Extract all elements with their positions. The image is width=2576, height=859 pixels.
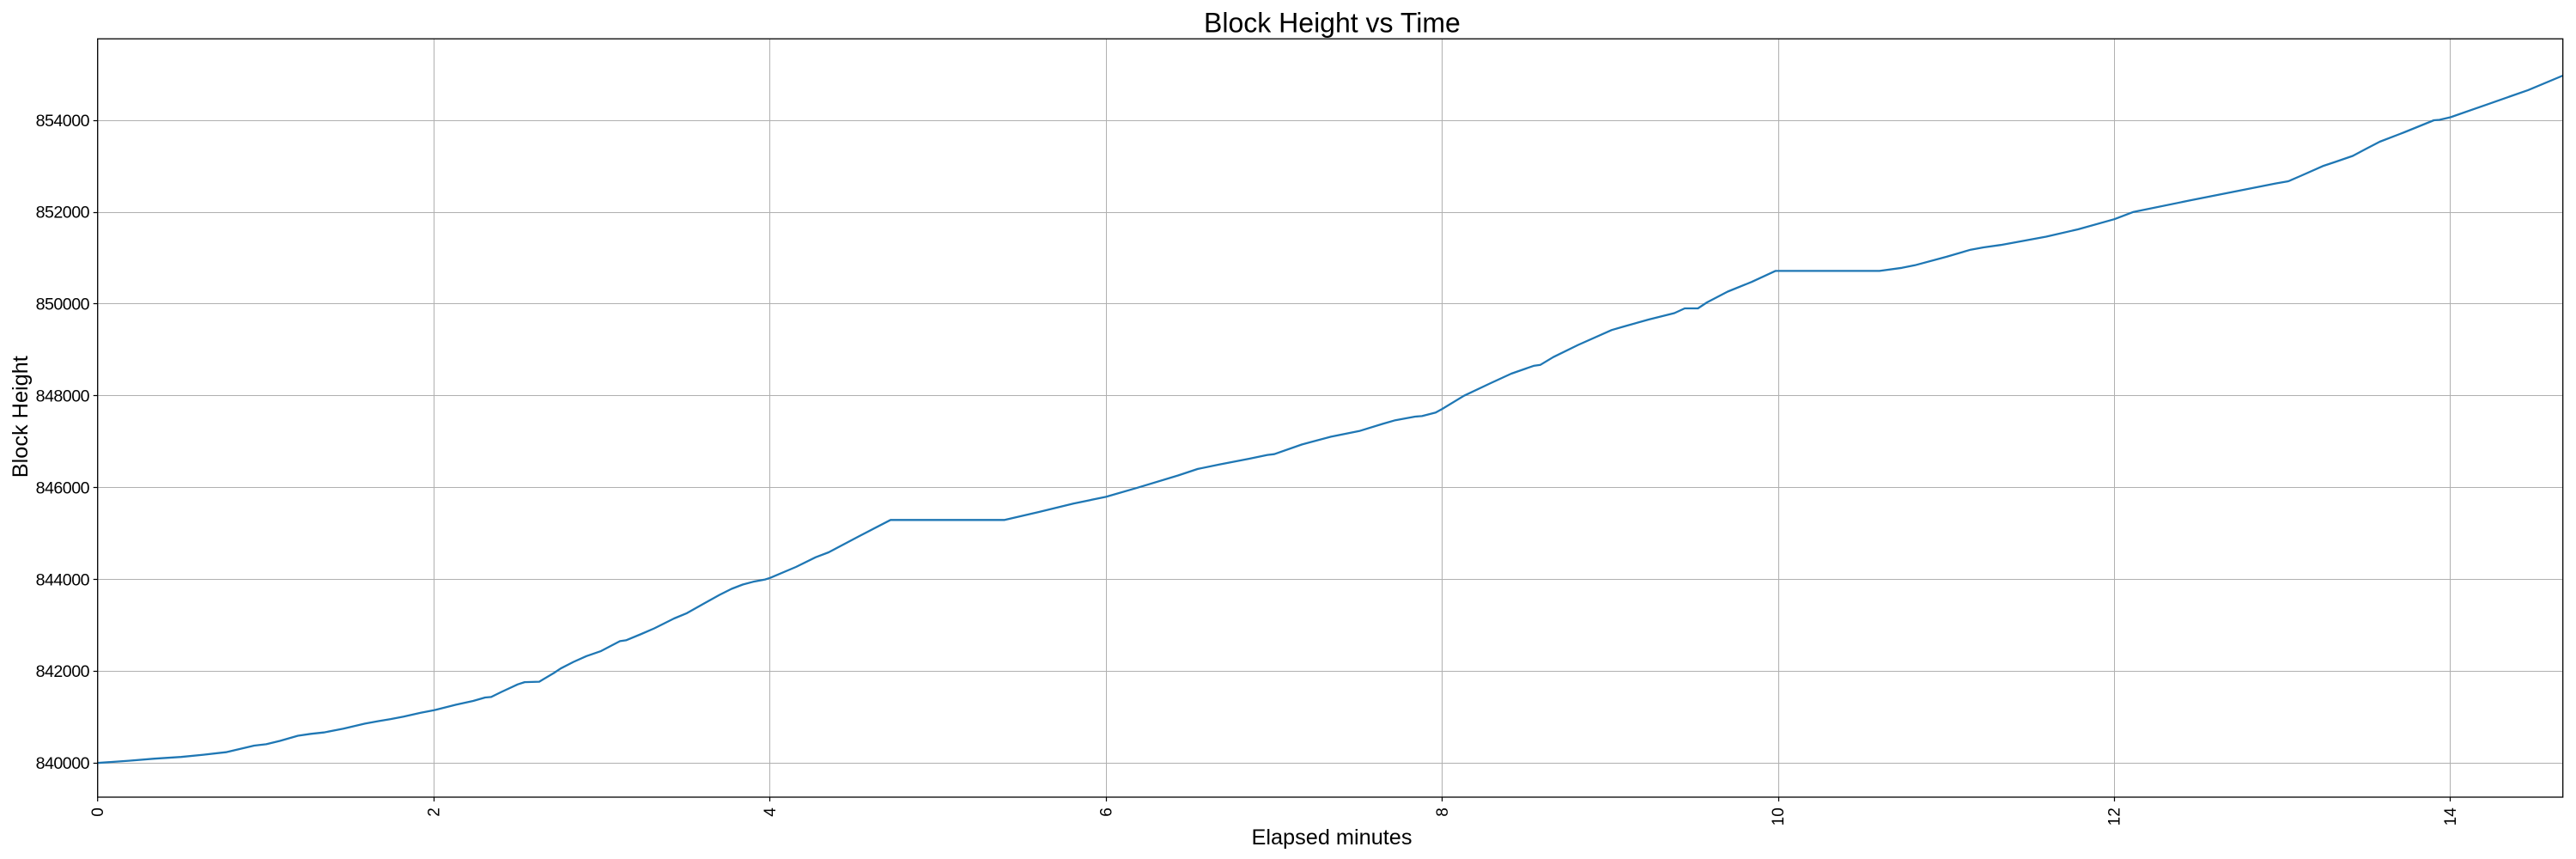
svg-text:6: 6 <box>1097 807 1115 817</box>
svg-text:4: 4 <box>762 807 780 817</box>
svg-text:0: 0 <box>89 807 107 817</box>
svg-text:844000: 844000 <box>36 570 90 589</box>
svg-text:12: 12 <box>2106 807 2124 825</box>
svg-text:840000: 840000 <box>36 754 90 773</box>
svg-text:854000: 854000 <box>36 112 90 131</box>
svg-text:852000: 852000 <box>36 204 90 222</box>
svg-text:Block Height: Block Height <box>9 356 33 478</box>
svg-text:842000: 842000 <box>36 662 90 681</box>
svg-text:850000: 850000 <box>36 295 90 314</box>
svg-text:10: 10 <box>1770 807 1788 825</box>
svg-text:848000: 848000 <box>36 387 90 406</box>
svg-text:14: 14 <box>2442 807 2460 826</box>
svg-text:Elapsed minutes: Elapsed minutes <box>1251 825 1412 850</box>
svg-text:2: 2 <box>425 807 443 817</box>
svg-text:Block Height vs Time: Block Height vs Time <box>1204 8 1461 39</box>
svg-text:846000: 846000 <box>36 478 90 497</box>
svg-text:8: 8 <box>1434 807 1452 817</box>
